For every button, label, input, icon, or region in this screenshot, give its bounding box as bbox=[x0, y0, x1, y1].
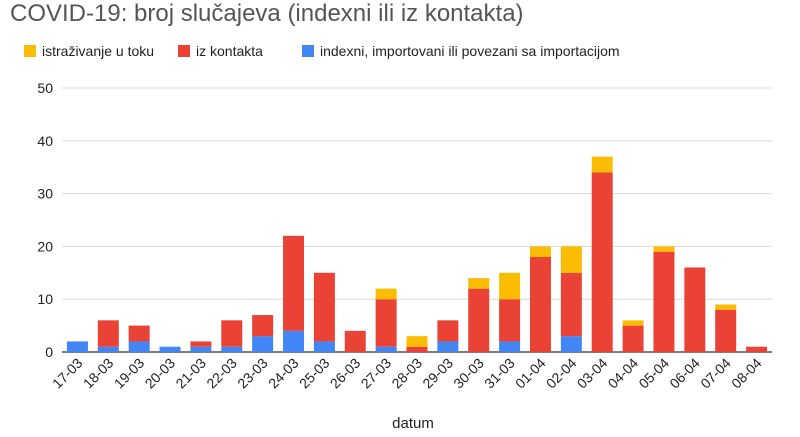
x-axis-ticks: 17-0318-0319-0320-0321-0322-0323-0324-03… bbox=[49, 355, 765, 392]
x-tick-label: 23-03 bbox=[234, 355, 271, 392]
x-tick-label: 29-03 bbox=[419, 355, 456, 392]
x-tick-label: 02-04 bbox=[543, 355, 580, 392]
bar-segment bbox=[684, 267, 706, 352]
bar-segment bbox=[499, 272, 521, 300]
bar-segment bbox=[221, 346, 243, 352]
legend-swatch bbox=[24, 45, 36, 57]
bar-segment bbox=[190, 341, 212, 347]
x-tick-label: 20-03 bbox=[142, 355, 179, 392]
x-tick-label: 21-03 bbox=[172, 355, 209, 392]
y-tick-label: 0 bbox=[45, 344, 53, 360]
bar-segment bbox=[252, 315, 274, 337]
bar-segment bbox=[375, 288, 397, 300]
bar-segment bbox=[653, 246, 675, 252]
legend: istraživanje u toku iz kontakta indexni, i… bbox=[24, 43, 620, 59]
x-tick-label: 26-03 bbox=[327, 355, 364, 392]
bar-segment bbox=[221, 320, 243, 347]
bar-segment bbox=[529, 246, 551, 257]
chart-title: COVID-19: broj slučajeva (indexni ili iz… bbox=[10, 0, 524, 27]
legend-label: indexni, importovani ili povezani sa imp… bbox=[320, 43, 620, 59]
y-tick-label: 10 bbox=[37, 291, 53, 307]
x-tick-label: 24-03 bbox=[265, 355, 302, 392]
bar-segment bbox=[715, 304, 737, 310]
bar-segment bbox=[406, 346, 428, 352]
bar-segment bbox=[283, 235, 305, 331]
bar-segment bbox=[128, 341, 150, 352]
y-tick-label: 40 bbox=[37, 133, 53, 149]
bar-segment bbox=[499, 341, 521, 352]
x-tick-label: 18-03 bbox=[80, 355, 117, 392]
bar-segment bbox=[622, 325, 644, 352]
bar-segment bbox=[344, 330, 366, 352]
bar-segment bbox=[375, 299, 397, 347]
x-tick-label: 08-04 bbox=[728, 355, 765, 392]
bar-segment bbox=[499, 299, 521, 342]
bar-segment bbox=[252, 336, 274, 352]
x-tick-label: 17-03 bbox=[49, 355, 86, 392]
legend-label: istraživanje u toku bbox=[42, 43, 154, 59]
bar-segment bbox=[746, 346, 768, 352]
x-tick-label: 27-03 bbox=[358, 355, 395, 392]
x-tick-label: 22-03 bbox=[203, 355, 240, 392]
x-axis-label: datum bbox=[392, 415, 434, 432]
bar-segment bbox=[128, 325, 150, 342]
bar-segment bbox=[97, 320, 119, 347]
bar-segment bbox=[529, 256, 551, 352]
bar-segment bbox=[468, 288, 490, 352]
bar-segment bbox=[437, 320, 459, 342]
bar-segment bbox=[283, 330, 305, 352]
bar-segment bbox=[560, 336, 582, 352]
bar-segment bbox=[715, 309, 737, 352]
y-tick-label: 20 bbox=[37, 238, 53, 254]
bar-segment bbox=[468, 278, 490, 289]
x-tick-label: 03-04 bbox=[574, 355, 611, 392]
x-tick-label: 30-03 bbox=[450, 355, 487, 392]
legend-swatch bbox=[302, 45, 314, 57]
bar-segment bbox=[406, 336, 428, 347]
y-tick-label: 50 bbox=[37, 80, 53, 96]
bar-segment bbox=[591, 156, 613, 173]
bar-segment bbox=[653, 251, 675, 352]
x-tick-label: 07-04 bbox=[697, 355, 734, 392]
bar-segment bbox=[97, 346, 119, 352]
x-tick-label: 31-03 bbox=[481, 355, 518, 392]
bar-segment bbox=[437, 341, 459, 352]
x-tick-label: 19-03 bbox=[111, 355, 148, 392]
y-tick-label: 30 bbox=[37, 186, 53, 202]
x-tick-label: 28-03 bbox=[388, 355, 425, 392]
bar-segment bbox=[66, 341, 88, 352]
x-tick-label: 05-04 bbox=[635, 355, 672, 392]
x-tick-label: 06-04 bbox=[666, 355, 703, 392]
x-tick-label: 01-04 bbox=[512, 355, 549, 392]
bar-segment bbox=[560, 272, 582, 337]
x-tick-label: 25-03 bbox=[296, 355, 333, 392]
bar-segment bbox=[622, 320, 644, 326]
bar-segment bbox=[190, 346, 212, 352]
legend-swatch bbox=[178, 45, 190, 57]
bar-segment bbox=[375, 346, 397, 352]
bar-segment bbox=[313, 341, 335, 352]
bar-segment bbox=[159, 346, 181, 352]
bar-segment bbox=[591, 172, 613, 352]
bar-segment bbox=[560, 246, 582, 273]
legend-label: iz kontakta bbox=[196, 43, 263, 59]
y-axis-ticks: 0 10 20 30 40 50 bbox=[37, 80, 53, 360]
x-tick-label: 04-04 bbox=[605, 355, 642, 392]
bars bbox=[66, 156, 768, 352]
bar-segment bbox=[313, 272, 335, 342]
